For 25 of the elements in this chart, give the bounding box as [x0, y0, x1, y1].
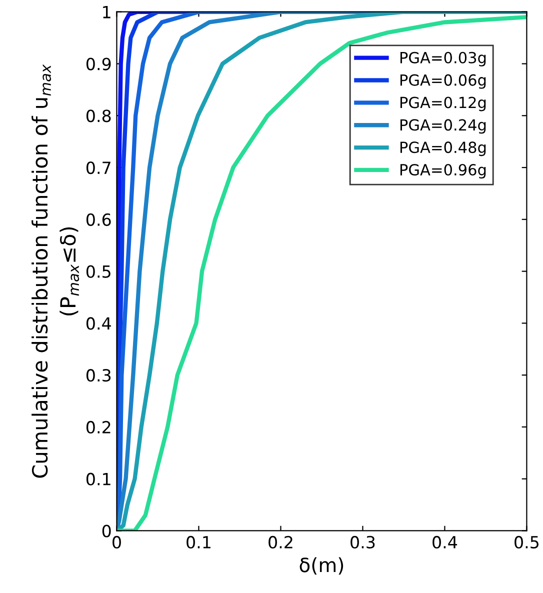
y-tick-label: 0.1 [86, 472, 110, 486]
legend-label: PGA=0.06g [400, 74, 486, 89]
y-tick-label: 0.5 [86, 265, 110, 278]
y-tick-label: 0 [102, 524, 111, 538]
text: Cumulative distribution function of u$_{max}$ (P$_{max}$≤δ) [32, 64, 80, 478]
legend-label: PGA=0.96g [400, 164, 486, 178]
y-tick-label: 0.9 [86, 58, 111, 70]
legend-label: PGA=0.12g [400, 96, 486, 112]
x-tick-label: 0.3 [350, 536, 375, 548]
x-axis-title: δ(m) [300, 557, 344, 575]
y-tick-label: 0.6 [86, 213, 111, 226]
x-tick-label: 0.2 [268, 536, 292, 548]
x-tick-label: 0.4 [432, 536, 458, 548]
y-tick-label: 0.3 [86, 369, 111, 382]
y-tick-label: 0.2 [86, 420, 110, 434]
legend-label: PGA=0.24g [400, 119, 486, 134]
y-tick-label: 1 [103, 6, 110, 18]
y-tick-label: 0.4 [86, 317, 111, 330]
x-tick-label: 0.5 [514, 536, 539, 548]
legend-label: PGA=0.03g [400, 52, 486, 66]
y-tick-label: 0.8 [86, 110, 111, 122]
x-tick-label: 0.1 [186, 536, 210, 548]
x-tick-label: 0 [112, 536, 121, 548]
y-tick-label: 0.7 [86, 161, 110, 174]
legend-label: PGA=0.48g [400, 142, 486, 156]
